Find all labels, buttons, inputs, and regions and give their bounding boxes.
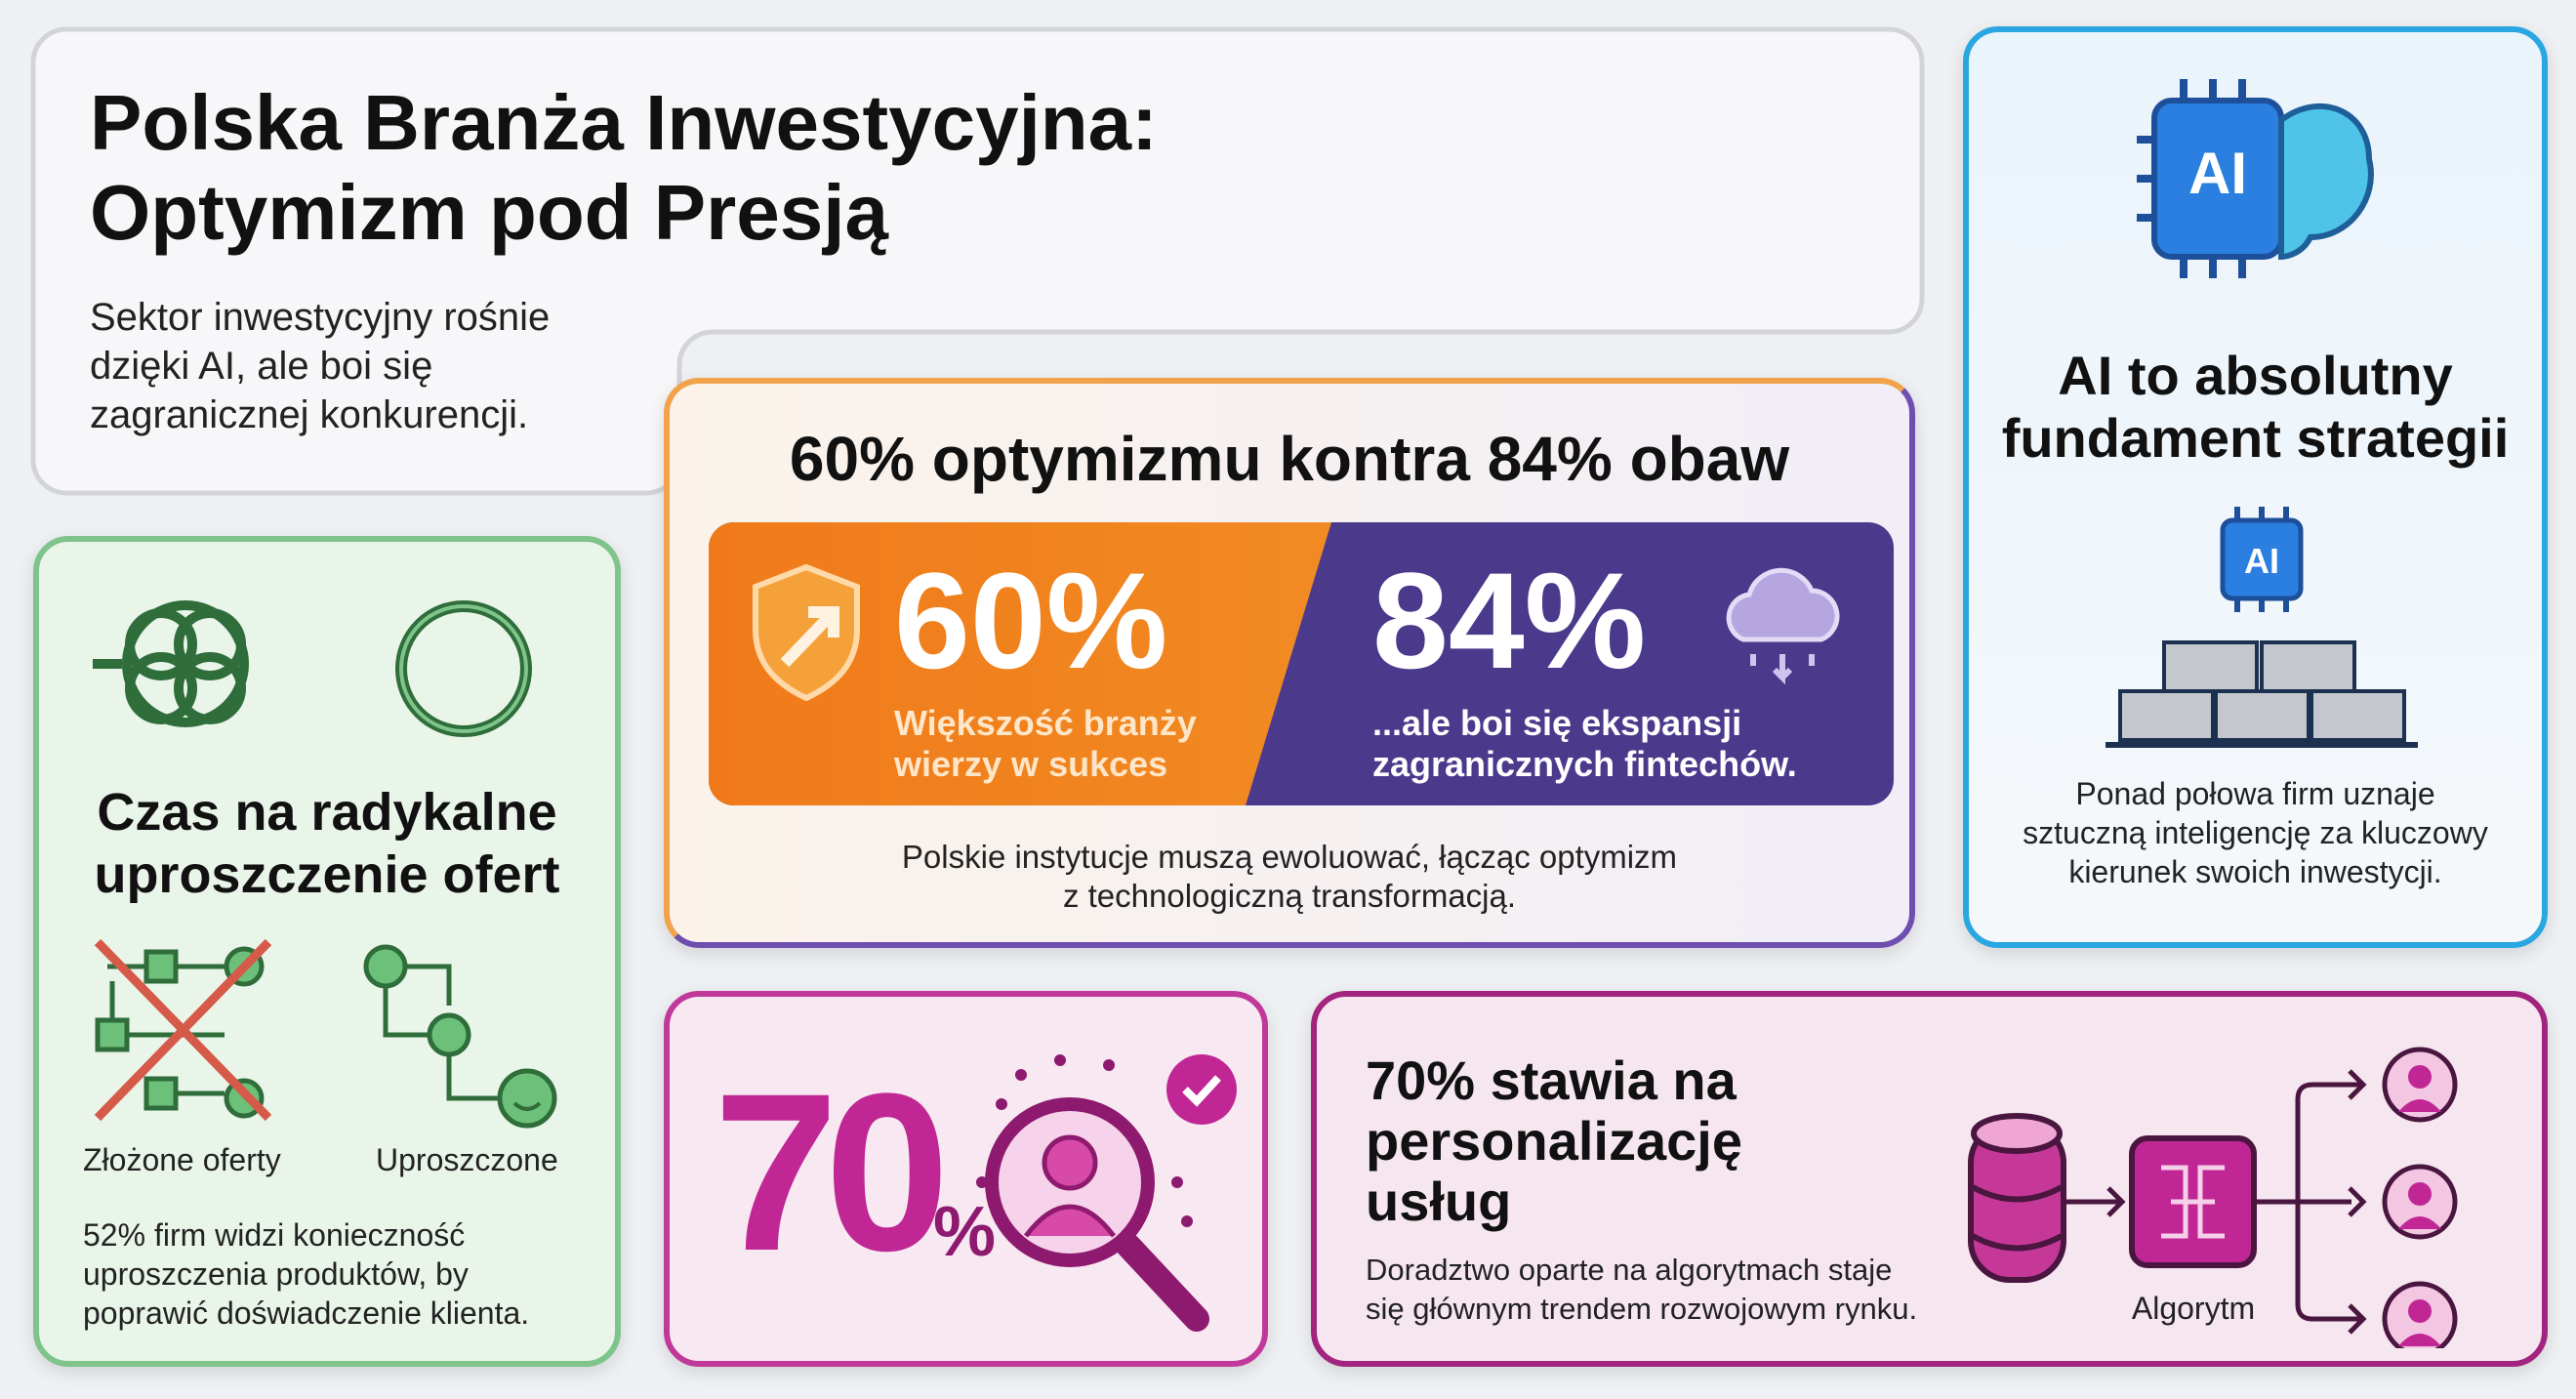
personalization-panel: 70% stawia na personalizację usług Doradzt…	[1311, 991, 2548, 1367]
caption-line: zagranicznych fintechów.	[1372, 744, 1797, 784]
title-line: fundament strategii	[2001, 407, 2510, 469]
stat-70-panel: 70 %	[664, 991, 1268, 1367]
caption-line: ...ale boi się ekspansji	[1372, 703, 1742, 743]
algorithm-flow-diagram: Algorytm	[1968, 1047, 2458, 1348]
text-line: sztuczną inteligencję za kluczowy	[2023, 815, 2488, 850]
chip-label: AI	[2188, 141, 2247, 206]
simplify-title: Czas na radykalne uproszczenie ofert	[39, 781, 615, 906]
tangled-knot-icon	[93, 600, 249, 727]
text-line: się głównym trendem rozwojowym rynku.	[1366, 1292, 1918, 1326]
stat-70-percent: %	[933, 1193, 997, 1271]
ai-chip-brain-icon: AI	[2137, 79, 2374, 278]
compare-note: Polskie instytucje muszą ewoluować, łącz…	[670, 838, 1909, 916]
subtitle-line: dzięki AI, ale boi się	[90, 345, 433, 388]
stat-70-value: 70	[714, 1047, 950, 1297]
simplify-text: 52% firm widzi konieczność uproszczenia p…	[83, 1215, 529, 1333]
text-line: poprawić doświadczenie klienta.	[83, 1296, 530, 1331]
title-line: uproszczenie ofert	[94, 845, 560, 904]
title-line: Optymizm pod Presją	[90, 169, 888, 256]
compare-title: 60% optymizmu kontra 84% obaw	[789, 424, 1790, 494]
note-line: z technologiczną transformacją.	[1062, 878, 1517, 914]
optimism-caption: Większość branży wierzy w sukces	[894, 703, 1197, 785]
title-line: Polska Branża Inwestycyjna:	[90, 79, 1158, 166]
algorithm-label: Algorytm	[2132, 1291, 2255, 1326]
caption-line: wierzy w sukces	[894, 744, 1168, 784]
personalization-text: Doradztwo oparte na algorytmach staje się…	[1366, 1251, 1917, 1329]
page-subtitle: Sektor inwestycyjny rośnie dzięki AI, al…	[90, 293, 550, 439]
note-line: Polskie instytucje muszą ewoluować, łącz…	[901, 839, 1678, 875]
shield-arrow-icon	[753, 563, 860, 702]
subtitle-line: Sektor inwestycyjny rośnie	[90, 296, 551, 339]
database-icon	[1968, 1113, 2066, 1283]
text-line: uproszczenia produktów, by	[83, 1256, 469, 1292]
title-line: 70% stawia na	[1366, 1049, 1737, 1111]
optimism-value: 60%	[894, 544, 1168, 697]
rain-cloud-icon	[1726, 567, 1840, 685]
simple-ring-icon	[395, 600, 532, 737]
ai-text: Ponad połowa firm uznaje sztuczną intelig…	[1969, 774, 2542, 891]
page-title: Polska Branża Inwestycyjna: Optymizm pod…	[90, 78, 1158, 258]
ai-foundation-bricks-icon: AI	[2106, 507, 2418, 748]
text-line: Ponad połowa firm uznaje	[2075, 776, 2435, 811]
fear-value: 84%	[1372, 544, 1647, 697]
magnifier-person-icon	[976, 1054, 1237, 1332]
caption-line: Większość branży	[894, 703, 1197, 743]
simple-flow-smiley-icon	[363, 944, 557, 1129]
ai-strategy-panel: AI AI to absolutny fundament strategii AI…	[1963, 26, 2548, 948]
title-line: AI to absolutny	[2058, 345, 2453, 406]
chip-label-small: AI	[2244, 541, 2279, 581]
algorithm-chip-icon	[2129, 1135, 2257, 1268]
subtitle-line: zagranicznej konkurencji.	[90, 393, 529, 436]
text-line: Doradztwo oparte na algorytmach staje	[1366, 1253, 1893, 1287]
text-line: 52% firm widzi konieczność	[83, 1217, 466, 1253]
title-line: personalizację	[1366, 1110, 1742, 1172]
personalization-title: 70% stawia na personalizację usług	[1366, 1050, 1742, 1232]
simple-offers-label: Uproszczone	[376, 1142, 558, 1177]
complex-flow-crossed-icon	[94, 938, 272, 1122]
simplify-offers-panel: Czas na radykalne uproszczenie ofert Złoż…	[33, 536, 621, 1367]
ai-title: AI to absolutny fundament strategii	[1969, 345, 2542, 470]
fear-caption: ...ale boi się ekspansji zagranicznych fi…	[1372, 703, 1797, 785]
title-line: Czas na radykalne	[97, 783, 557, 842]
title-line: usług	[1366, 1171, 1512, 1232]
optimism-block: 60% Większość branży wierzy w sukces 84% …	[709, 522, 1894, 805]
text-line: kierunek swoich inwestycji.	[2068, 854, 2442, 889]
optimism-vs-fear-panel: 60% optymizmu kontra 84% obaw 60% Większ…	[664, 378, 1915, 948]
complex-offers-label: Złożone oferty	[83, 1142, 281, 1177]
